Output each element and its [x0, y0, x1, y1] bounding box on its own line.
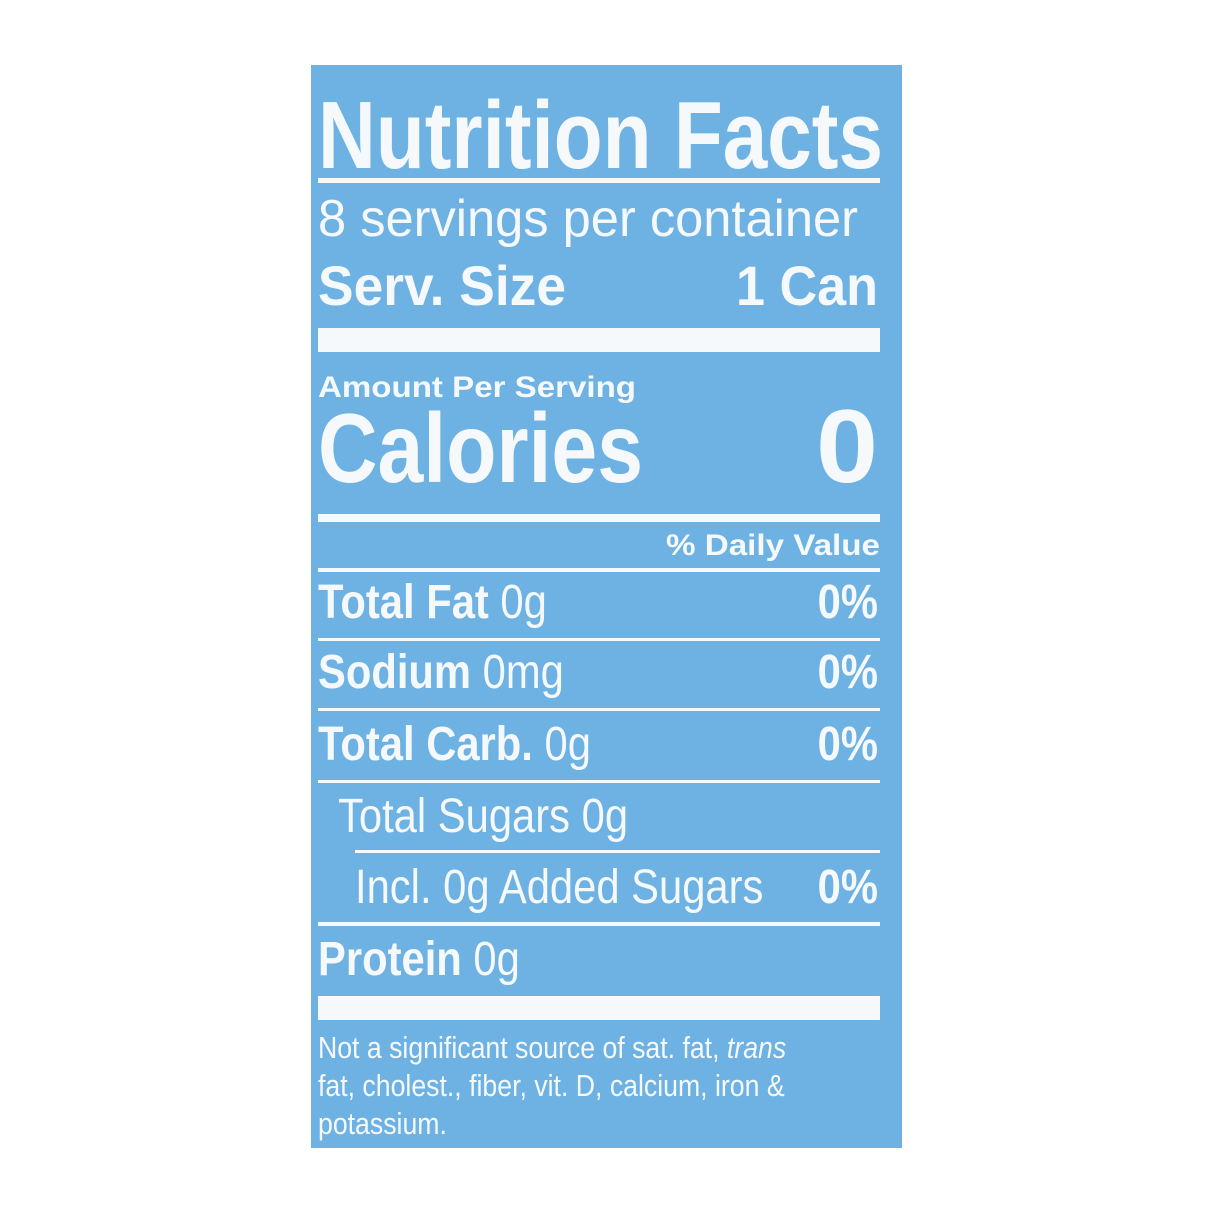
nutrient-name: Total Fat [318, 574, 489, 628]
nutrient-row: Total Sugars 0g [338, 788, 628, 842]
amount-per-serving: Amount Per Serving [318, 371, 636, 404]
nutrient-row: Total Fat 0g [318, 574, 547, 628]
nutrient-amount: 0g [473, 931, 519, 985]
rule [318, 922, 880, 926]
rule [318, 514, 880, 522]
rule [318, 568, 880, 572]
daily-value-header: % Daily Value [666, 529, 880, 562]
nutrient-amount: 0g [545, 716, 591, 770]
rule [318, 638, 880, 641]
rule [318, 780, 880, 783]
serving-size-value: 1 Can [736, 254, 878, 317]
daily-value: 0% [818, 574, 878, 628]
footnote-text: potassium. [318, 1107, 447, 1141]
nutrient-amount: Incl. 0g Added Sugars [355, 859, 763, 913]
footnote-text: trans [727, 1031, 786, 1065]
nutrient-name: Sodium [318, 644, 471, 698]
nutrient-row: Sodium 0mg [318, 644, 564, 698]
nutrient-amount: 0mg [483, 644, 564, 698]
rule [318, 178, 880, 183]
footnote-text: fat, cholest., fiber, vit. D, calcium, i… [318, 1069, 785, 1103]
servings: 8 servings per container [318, 190, 858, 248]
calories-label: Calories [318, 393, 643, 503]
thick-rule [318, 328, 880, 352]
daily-value: 0% [818, 644, 878, 698]
label-panel [311, 65, 902, 1148]
rule [318, 708, 880, 711]
calories-value: 0 [816, 389, 878, 505]
nutrient-name: Protein [318, 931, 462, 985]
title: Nutrition Facts [318, 82, 883, 189]
nutrient-amount: 0g [500, 574, 546, 628]
nutrient-amount: Total Sugars 0g [338, 788, 628, 842]
footnote-text: Not a significant source of sat. fat, [318, 1031, 727, 1065]
serving-size-label: Serv. Size [318, 254, 566, 317]
daily-value: 0% [818, 859, 878, 913]
footnote-line: Not a significant source of sat. fat, tr… [318, 1031, 786, 1065]
nutrient-row: Protein 0g [318, 931, 520, 985]
nutrient-name: Total Carb. [318, 716, 533, 770]
footnote-line: potassium. [318, 1107, 447, 1141]
rule [355, 850, 880, 853]
footnote-line: fat, cholest., fiber, vit. D, calcium, i… [318, 1069, 785, 1103]
nutrient-row: Total Carb. 0g [318, 716, 591, 770]
nutrient-row: Incl. 0g Added Sugars [355, 859, 763, 913]
daily-value: 0% [818, 716, 878, 770]
thick-rule [318, 996, 880, 1020]
